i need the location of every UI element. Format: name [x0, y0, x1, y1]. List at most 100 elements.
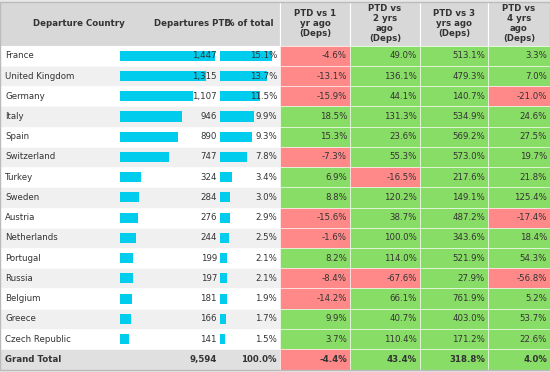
- Text: -15.6%: -15.6%: [316, 213, 347, 222]
- Bar: [220, 192, 230, 202]
- Bar: [420, 167, 488, 187]
- Bar: [220, 112, 254, 122]
- Bar: [120, 152, 169, 162]
- Text: 318.8%: 318.8%: [449, 355, 485, 364]
- Text: 15.3%: 15.3%: [320, 132, 347, 141]
- Text: 120.2%: 120.2%: [384, 193, 417, 202]
- Text: 110.4%: 110.4%: [384, 334, 417, 344]
- Text: 100.0%: 100.0%: [384, 233, 417, 243]
- Text: Belgium: Belgium: [5, 294, 41, 303]
- Text: Switzerland: Switzerland: [5, 153, 55, 161]
- Text: 100.0%: 100.0%: [241, 355, 277, 364]
- Text: 22.6%: 22.6%: [520, 334, 547, 344]
- Text: 9,594: 9,594: [190, 355, 217, 364]
- Text: 21.8%: 21.8%: [520, 173, 547, 182]
- Text: 521.9%: 521.9%: [452, 254, 485, 263]
- Text: 181: 181: [201, 294, 217, 303]
- Bar: [0, 66, 280, 86]
- Text: 244: 244: [201, 233, 217, 243]
- Text: 8.2%: 8.2%: [325, 254, 347, 263]
- Text: 40.7%: 40.7%: [389, 314, 417, 323]
- Text: 199: 199: [201, 254, 217, 263]
- Text: 761.9%: 761.9%: [452, 294, 485, 303]
- Bar: [280, 86, 350, 106]
- Text: 7.8%: 7.8%: [255, 153, 277, 161]
- Text: Czech Republic: Czech Republic: [5, 334, 71, 344]
- Text: 38.7%: 38.7%: [389, 213, 417, 222]
- Bar: [120, 314, 131, 324]
- Bar: [420, 86, 488, 106]
- Bar: [420, 2, 488, 46]
- Text: 166: 166: [201, 314, 217, 323]
- Text: -4.6%: -4.6%: [322, 51, 347, 60]
- Text: Spain: Spain: [5, 132, 29, 141]
- Bar: [120, 273, 133, 283]
- Bar: [420, 329, 488, 349]
- Bar: [0, 167, 280, 187]
- Bar: [120, 334, 129, 344]
- Bar: [350, 288, 420, 309]
- Text: 284: 284: [201, 193, 217, 202]
- Bar: [220, 132, 252, 142]
- Bar: [280, 349, 350, 370]
- Text: 1.7%: 1.7%: [255, 314, 277, 323]
- Text: 2.9%: 2.9%: [255, 213, 277, 222]
- Bar: [0, 349, 280, 370]
- Text: 23.6%: 23.6%: [389, 132, 417, 141]
- Bar: [488, 329, 550, 349]
- Text: 403.0%: 403.0%: [452, 314, 485, 323]
- Bar: [350, 86, 420, 106]
- Bar: [488, 2, 550, 46]
- Text: 149.1%: 149.1%: [452, 193, 485, 202]
- Text: Turkey: Turkey: [5, 173, 33, 182]
- Text: 66.1%: 66.1%: [389, 294, 417, 303]
- Text: PTD vs 1
yr ago
(Deps): PTD vs 1 yr ago (Deps): [294, 9, 336, 38]
- Text: 747: 747: [201, 153, 217, 161]
- Text: 19.7%: 19.7%: [520, 153, 547, 161]
- Bar: [280, 268, 350, 288]
- Text: 573.0%: 573.0%: [452, 153, 485, 161]
- Bar: [420, 126, 488, 147]
- Text: 2.1%: 2.1%: [255, 254, 277, 263]
- Bar: [120, 294, 132, 304]
- Text: France: France: [5, 51, 34, 60]
- Bar: [280, 248, 350, 268]
- Text: 44.1%: 44.1%: [389, 92, 417, 101]
- Text: Italy: Italy: [5, 112, 24, 121]
- Text: 569.2%: 569.2%: [452, 132, 485, 141]
- Text: 171.2%: 171.2%: [452, 334, 485, 344]
- Bar: [280, 2, 350, 46]
- Bar: [488, 288, 550, 309]
- Bar: [420, 106, 488, 126]
- Text: -14.2%: -14.2%: [316, 294, 347, 303]
- Bar: [280, 329, 350, 349]
- Bar: [488, 187, 550, 208]
- Text: -7.3%: -7.3%: [322, 153, 347, 161]
- Bar: [488, 147, 550, 167]
- Bar: [350, 46, 420, 66]
- Text: -21.0%: -21.0%: [516, 92, 547, 101]
- Bar: [120, 212, 138, 223]
- Bar: [120, 233, 136, 243]
- Text: PTD vs
4 yrs
ago
(Deps): PTD vs 4 yrs ago (Deps): [503, 4, 536, 44]
- Bar: [220, 294, 227, 304]
- Bar: [0, 46, 280, 66]
- Bar: [420, 309, 488, 329]
- Text: 1.5%: 1.5%: [255, 334, 277, 344]
- Bar: [0, 208, 280, 228]
- Text: -56.8%: -56.8%: [516, 274, 547, 283]
- Bar: [220, 91, 260, 101]
- Bar: [420, 66, 488, 86]
- Bar: [488, 268, 550, 288]
- Bar: [220, 233, 229, 243]
- Bar: [420, 288, 488, 309]
- Bar: [120, 172, 141, 182]
- Text: 197: 197: [201, 274, 217, 283]
- Bar: [488, 126, 550, 147]
- Bar: [420, 349, 488, 370]
- Bar: [420, 248, 488, 268]
- Bar: [350, 349, 420, 370]
- Bar: [488, 349, 550, 370]
- Text: 487.2%: 487.2%: [452, 213, 485, 222]
- Bar: [220, 334, 225, 344]
